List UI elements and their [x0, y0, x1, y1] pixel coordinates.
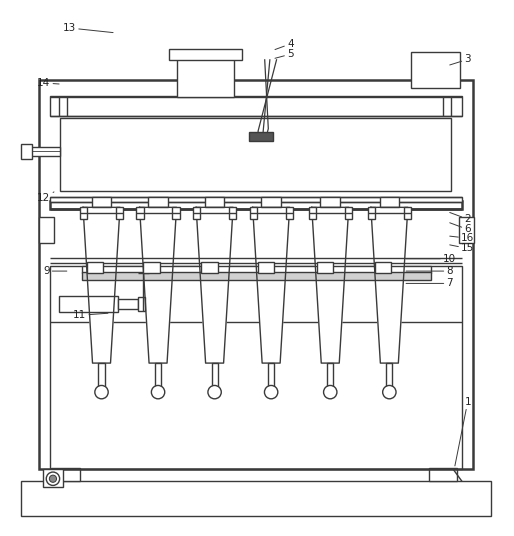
Bar	[51, 468, 80, 481]
Bar	[344, 207, 352, 219]
Bar	[21, 144, 32, 159]
Text: 5: 5	[275, 49, 293, 59]
Bar	[429, 468, 457, 481]
Bar	[379, 197, 399, 207]
Bar	[50, 96, 462, 116]
Bar	[261, 197, 281, 207]
Circle shape	[382, 385, 396, 399]
Bar	[92, 197, 112, 207]
Polygon shape	[140, 207, 177, 363]
Bar	[82, 266, 431, 273]
Text: 4: 4	[275, 39, 293, 49]
Bar	[268, 363, 274, 389]
Bar	[308, 207, 316, 219]
Polygon shape	[196, 207, 233, 363]
Bar	[172, 207, 180, 219]
Circle shape	[324, 385, 337, 399]
Bar	[286, 207, 293, 219]
Bar	[21, 481, 491, 516]
Bar	[116, 207, 123, 219]
Circle shape	[264, 385, 278, 399]
Text: 6: 6	[450, 223, 471, 234]
Bar	[327, 363, 334, 389]
Text: 3: 3	[450, 54, 471, 65]
Text: 8: 8	[406, 266, 453, 276]
Bar	[39, 217, 54, 243]
Bar	[82, 272, 431, 280]
Bar	[375, 262, 391, 273]
Bar	[137, 207, 144, 219]
Text: 12: 12	[37, 192, 54, 203]
Bar	[321, 197, 340, 207]
Text: 11: 11	[73, 310, 108, 321]
Bar	[193, 207, 200, 219]
Bar	[80, 207, 87, 219]
Bar	[50, 266, 462, 470]
Polygon shape	[83, 207, 120, 363]
Bar	[404, 207, 411, 219]
Bar	[212, 363, 218, 389]
Circle shape	[208, 385, 221, 399]
Text: 9: 9	[43, 266, 67, 276]
Polygon shape	[371, 207, 408, 363]
Bar	[138, 297, 145, 311]
Text: 16: 16	[450, 233, 474, 243]
Circle shape	[46, 472, 60, 486]
Text: 14: 14	[37, 78, 59, 88]
Bar	[30, 147, 60, 156]
Bar	[60, 118, 451, 191]
Circle shape	[152, 385, 164, 399]
Bar	[50, 197, 462, 202]
Bar	[118, 299, 138, 309]
Text: 10: 10	[406, 254, 456, 264]
Bar	[205, 197, 224, 207]
Bar	[43, 470, 63, 487]
Text: 2: 2	[450, 212, 471, 224]
Bar	[99, 363, 105, 389]
Bar	[411, 52, 460, 88]
Polygon shape	[311, 207, 349, 363]
Bar	[39, 80, 473, 470]
Bar	[155, 363, 161, 389]
Text: 7: 7	[406, 278, 453, 288]
Text: 13: 13	[63, 23, 113, 33]
Polygon shape	[253, 207, 290, 363]
Bar	[387, 363, 393, 389]
Bar	[59, 296, 118, 312]
Bar	[169, 49, 242, 60]
Bar	[148, 197, 168, 207]
Bar	[201, 262, 218, 273]
Bar	[50, 201, 462, 209]
Bar	[87, 262, 103, 273]
Bar	[459, 217, 474, 243]
Bar	[250, 207, 257, 219]
Text: 1: 1	[455, 397, 471, 466]
Bar	[258, 262, 274, 273]
Bar	[249, 132, 273, 140]
Text: 15: 15	[450, 243, 474, 254]
Bar	[143, 262, 160, 273]
Circle shape	[49, 475, 57, 482]
Bar	[317, 262, 333, 273]
Bar	[229, 207, 236, 219]
Circle shape	[95, 385, 108, 399]
Bar	[368, 207, 375, 219]
Bar	[177, 59, 234, 98]
